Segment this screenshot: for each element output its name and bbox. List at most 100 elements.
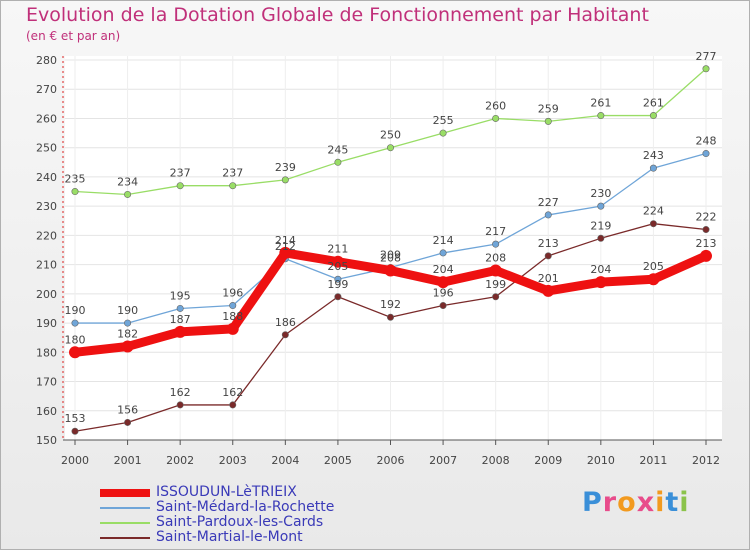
data-label: 190 bbox=[117, 304, 138, 317]
data-label: 234 bbox=[117, 175, 138, 188]
data-label: 153 bbox=[65, 412, 86, 425]
data-point bbox=[334, 275, 342, 283]
x-tick-label: 2010 bbox=[587, 454, 615, 467]
legend-item: Saint-Martial-le-Mont bbox=[100, 529, 400, 546]
logo-letter: r bbox=[602, 487, 618, 518]
data-label: 214 bbox=[433, 234, 454, 247]
data-point bbox=[544, 211, 552, 219]
legend-swatch bbox=[100, 507, 150, 509]
data-label: 211 bbox=[327, 243, 348, 256]
legend-label: Saint-Pardoux-les-Cards bbox=[156, 514, 324, 530]
data-point bbox=[492, 240, 500, 248]
y-tick-label: 210 bbox=[36, 259, 57, 272]
data-label: 196 bbox=[222, 287, 243, 300]
x-tick-label: 2007 bbox=[429, 454, 457, 467]
legend-label: Saint-Martial-le-Mont bbox=[156, 529, 303, 545]
data-label: 188 bbox=[222, 310, 243, 323]
data-label: 208 bbox=[485, 251, 506, 264]
x-tick-label: 2003 bbox=[219, 454, 247, 467]
data-point bbox=[597, 202, 605, 210]
data-label: 213 bbox=[538, 237, 559, 250]
chart-title: Evolution de la Dotation Globale de Fonc… bbox=[26, 4, 649, 26]
chart-legend: ISSOUDUN-LèTRIEIX Saint-Médard-la-Rochett… bbox=[100, 484, 400, 546]
data-point bbox=[71, 319, 79, 327]
y-tick-label: 240 bbox=[36, 171, 57, 184]
legend-label: ISSOUDUN-LèTRIEIX bbox=[156, 484, 297, 500]
y-tick-label: 150 bbox=[36, 434, 57, 447]
logo-letter: x bbox=[636, 487, 656, 518]
x-tick-label: 2002 bbox=[166, 454, 194, 467]
data-point bbox=[439, 302, 447, 310]
y-tick-label: 160 bbox=[36, 405, 57, 418]
data-point bbox=[386, 144, 394, 152]
data-point bbox=[124, 418, 132, 426]
data-point bbox=[439, 129, 447, 137]
data-label: 190 bbox=[65, 304, 86, 317]
x-tick-label: 2008 bbox=[482, 454, 510, 467]
data-point bbox=[702, 226, 710, 234]
data-label: 212 bbox=[275, 240, 296, 253]
legend-label: Saint-Médard-la-Rochette bbox=[156, 499, 335, 515]
y-tick-label: 230 bbox=[36, 200, 57, 213]
data-point bbox=[649, 112, 657, 120]
data-label: 156 bbox=[117, 403, 138, 416]
data-point bbox=[174, 325, 187, 338]
data-label: 201 bbox=[538, 272, 559, 285]
data-point bbox=[226, 322, 239, 335]
data-label: 182 bbox=[117, 327, 138, 340]
data-point bbox=[489, 264, 502, 277]
data-point bbox=[281, 176, 289, 184]
data-label: 180 bbox=[65, 333, 86, 346]
data-label: 261 bbox=[643, 97, 664, 110]
legend-swatch bbox=[100, 489, 150, 497]
data-point bbox=[121, 340, 134, 353]
data-point bbox=[437, 276, 450, 289]
data-label: 259 bbox=[538, 102, 559, 115]
y-tick-label: 170 bbox=[36, 376, 57, 389]
data-label: 199 bbox=[327, 278, 348, 291]
logo-letter: o bbox=[617, 487, 637, 518]
data-point bbox=[331, 255, 344, 268]
data-label: 186 bbox=[275, 316, 296, 329]
data-label: 162 bbox=[170, 386, 191, 399]
y-tick-label: 270 bbox=[36, 83, 57, 96]
data-point bbox=[384, 264, 397, 277]
data-point bbox=[229, 401, 237, 409]
data-label: 205 bbox=[327, 260, 348, 273]
data-point bbox=[544, 117, 552, 125]
x-tick-label: 2011 bbox=[639, 454, 667, 467]
data-point bbox=[71, 427, 79, 435]
data-point bbox=[279, 246, 292, 259]
x-tick-label: 2005 bbox=[324, 454, 352, 467]
data-point bbox=[702, 150, 710, 158]
data-point bbox=[649, 220, 657, 228]
y-tick-label: 250 bbox=[36, 142, 57, 155]
data-point bbox=[700, 249, 712, 262]
data-point bbox=[439, 249, 447, 257]
data-label: 248 bbox=[696, 135, 717, 148]
data-point bbox=[71, 188, 79, 196]
data-label: 204 bbox=[590, 263, 611, 276]
data-point bbox=[649, 164, 657, 172]
data-point bbox=[124, 319, 132, 327]
data-label: 196 bbox=[433, 287, 454, 300]
x-tick-label: 2012 bbox=[692, 454, 720, 467]
data-label: 199 bbox=[485, 278, 506, 291]
logo-letter: i bbox=[655, 487, 666, 518]
legend-swatch bbox=[100, 537, 150, 539]
data-label: 255 bbox=[433, 114, 454, 127]
data-point bbox=[594, 276, 607, 289]
data-label: 239 bbox=[275, 161, 296, 174]
data-point bbox=[229, 302, 237, 310]
proxiti-logo: Proxiti bbox=[582, 487, 690, 518]
y-tick-label: 220 bbox=[36, 229, 57, 242]
legend-item: Saint-Médard-la-Rochette bbox=[100, 499, 400, 516]
data-label: 227 bbox=[538, 196, 559, 209]
data-label: 205 bbox=[643, 260, 664, 273]
data-label: 245 bbox=[327, 143, 348, 156]
data-point bbox=[492, 114, 500, 122]
x-tick-label: 2004 bbox=[271, 454, 299, 467]
x-tick-label: 2000 bbox=[61, 454, 89, 467]
data-point bbox=[492, 293, 500, 301]
